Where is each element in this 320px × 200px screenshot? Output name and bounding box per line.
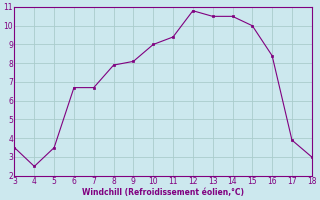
- X-axis label: Windchill (Refroidissement éolien,°C): Windchill (Refroidissement éolien,°C): [82, 188, 244, 197]
